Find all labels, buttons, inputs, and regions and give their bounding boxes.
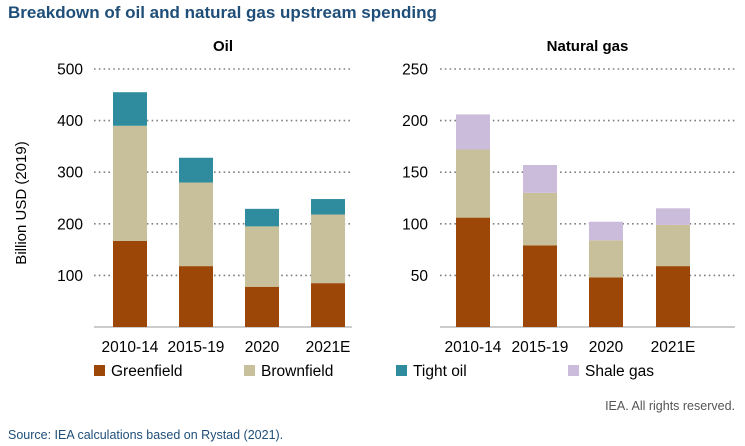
oil-y-tick-label: 200: [57, 216, 83, 233]
legend: Greenfield Brownfield Tight oil Shale gas: [94, 363, 654, 380]
oil-category-label: 2015-19: [168, 339, 225, 356]
gas-y-tick-label: 50: [411, 268, 429, 285]
gas-bar-shale-gas-2020: [589, 221, 623, 241]
oil-bar-brownfield-2010-14: [113, 125, 147, 241]
rights-note: IEA. All rights reserved.: [605, 399, 735, 413]
chart-title: Breakdown of oil and natural gas upstrea…: [8, 3, 437, 22]
gas-bar-brownfield-2021e: [656, 224, 690, 267]
legend-label-brownfield: Brownfield: [261, 363, 333, 380]
gas-category-label: 2010-14: [445, 339, 502, 356]
oil-bar-tight-oil-2015-19: [179, 157, 213, 183]
legend-swatch-brownfield: [244, 365, 255, 376]
gas-bar-brownfield-2020: [589, 240, 623, 278]
gas-bar-greenfield-2010-14: [456, 217, 490, 327]
legend-label-greenfield: Greenfield: [111, 363, 183, 380]
gas-bar-greenfield-2015-19: [523, 245, 557, 327]
legend-swatch-tight-oil: [396, 365, 407, 376]
gas-bar-brownfield-2010-14: [456, 149, 490, 218]
gas-y-tick-label: 250: [402, 62, 428, 79]
oil-bar-brownfield-2020: [245, 226, 279, 287]
oil-bar-greenfield-2015-19: [179, 266, 213, 327]
oil-bar-greenfield-2020: [245, 286, 279, 327]
oil-y-tick-label: 500: [57, 62, 83, 79]
legend-label-shale-gas: Shale gas: [585, 363, 654, 380]
gas-y-tick-label: 100: [402, 216, 428, 233]
gas-bar-shale-gas-2010-14: [456, 114, 490, 150]
gas-bar-greenfield-2021e: [656, 266, 690, 327]
gas-category-label: 2020: [589, 339, 624, 356]
oil-category-label: 2020: [245, 339, 280, 356]
source-note: Source: IEA calculations based on Rystad…: [8, 428, 284, 442]
oil-bar-brownfield-2021e: [311, 214, 345, 284]
gas-category-label: 2021E: [651, 339, 696, 356]
oil-y-axis-label: Billion USD (2019): [13, 141, 30, 264]
oil-panel-title: Oil: [213, 38, 233, 55]
oil-category-label: 2010-14: [102, 339, 159, 356]
oil-category-label: 2021E: [306, 339, 351, 356]
oil-y-tick-label: 300: [57, 165, 83, 182]
gas-y-tick-label: 200: [402, 113, 428, 130]
oil-y-tick-label: 100: [57, 268, 83, 285]
legend-swatch-shale-gas: [568, 365, 579, 376]
gas-category-label: 2015-19: [512, 339, 569, 356]
oil-bar-tight-oil-2021e: [311, 199, 345, 215]
gas-bar-greenfield-2020: [589, 277, 623, 327]
gas-bar-brownfield-2015-19: [523, 192, 557, 246]
oil-panel: 100 200 300 400 500 Oil Billion USD (2019) 2010…: [13, 38, 352, 356]
gas-bar-shale-gas-2021e: [656, 208, 690, 225]
oil-bar-tight-oil-2010-14: [113, 92, 147, 126]
gas-y-tick-label: 150: [402, 165, 428, 182]
natural-gas-panel: 50 100 150 200 250 Natural gas 2010-14 2015-19 2…: [402, 38, 735, 356]
legend-swatch-greenfield: [94, 365, 105, 376]
oil-bar-greenfield-2021e: [311, 283, 345, 327]
oil-bar-tight-oil-2020: [245, 208, 279, 227]
gas-bar-shale-gas-2015-19: [523, 164, 557, 193]
oil-y-tick-label: 400: [57, 113, 83, 130]
oil-bar-greenfield-2010-14: [113, 240, 147, 327]
legend-label-tight-oil: Tight oil: [413, 363, 467, 380]
oil-bar-brownfield-2015-19: [179, 182, 213, 267]
gas-panel-title: Natural gas: [547, 38, 629, 55]
